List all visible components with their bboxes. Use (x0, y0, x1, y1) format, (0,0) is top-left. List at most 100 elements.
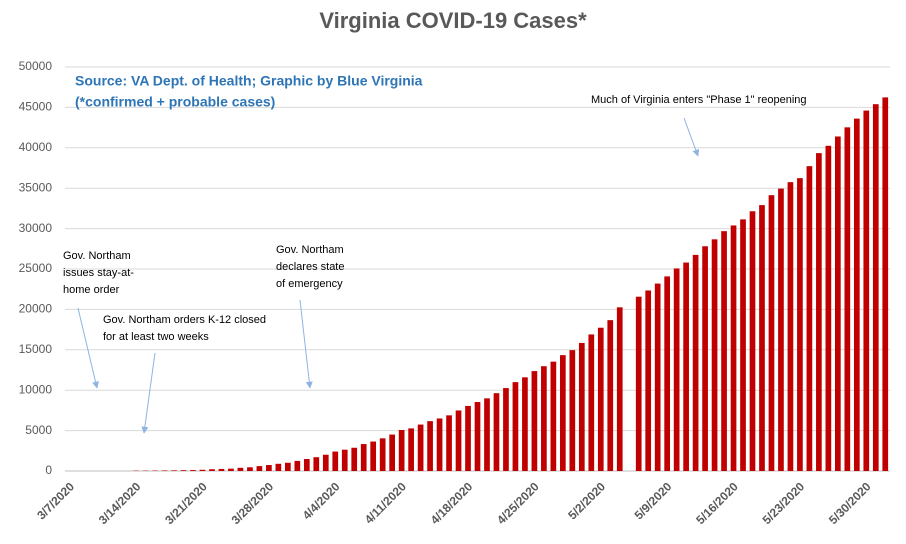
bar (275, 463, 282, 471)
bar (740, 219, 746, 471)
bar (721, 231, 727, 471)
annotation-arrow (299, 299, 313, 389)
bar (531, 371, 538, 471)
annotation: Gov. Northam (63, 250, 131, 262)
bar (569, 350, 576, 471)
bar (797, 178, 803, 471)
bar (436, 418, 443, 471)
bar (664, 276, 670, 471)
bar (484, 398, 490, 471)
bar (560, 355, 566, 471)
bar (768, 195, 775, 471)
bar (588, 334, 595, 471)
bar (199, 469, 206, 471)
bar (503, 388, 509, 471)
bar (578, 342, 585, 471)
bar (446, 415, 452, 471)
y-tick-label: 50000 (19, 59, 53, 73)
bar (180, 470, 187, 471)
bar (303, 459, 310, 471)
bar (294, 460, 301, 471)
bar (635, 296, 642, 471)
y-tick-label: 35000 (19, 180, 53, 194)
annotation-arrow (141, 352, 156, 434)
annotation: for at least two weeks (103, 331, 209, 343)
bar (512, 382, 519, 471)
bar (171, 470, 177, 471)
bar (816, 153, 822, 471)
bar (341, 449, 348, 471)
y-tick-label: 40000 (19, 140, 53, 154)
bar (247, 467, 253, 471)
x-tick-label: 4/25/2020 (494, 479, 542, 527)
x-tick-label: 5/2/2020 (565, 479, 608, 522)
source-note: (*confirmed + probable cases) (75, 94, 275, 110)
bar (616, 307, 623, 471)
y-tick-label: 45000 (19, 100, 53, 114)
x-tick-label: 3/28/2020 (229, 479, 277, 527)
bar (872, 104, 879, 472)
bar (218, 468, 225, 471)
bar (190, 470, 196, 471)
x-tick-label: 3/14/2020 (96, 479, 144, 527)
annotation: declares state (276, 261, 344, 273)
y-tick-label: 5000 (25, 423, 52, 437)
bar (730, 225, 737, 471)
bar (161, 470, 168, 471)
bar (465, 405, 471, 471)
bar (550, 361, 557, 471)
bar (607, 320, 614, 471)
bar (882, 97, 889, 471)
bar (844, 127, 851, 471)
bar (493, 393, 500, 471)
bar (835, 136, 841, 471)
bar (522, 377, 528, 471)
y-tick-label: 30000 (19, 221, 53, 235)
y-tick-label: 15000 (19, 342, 53, 356)
bar (379, 438, 386, 471)
bar (692, 254, 699, 471)
bar (654, 283, 661, 471)
bar (427, 421, 433, 471)
x-tick-label: 3/21/2020 (162, 479, 210, 527)
bar (787, 182, 794, 472)
bar (370, 441, 377, 471)
bar (266, 465, 272, 471)
bar (806, 166, 813, 471)
x-tick-label: 4/4/2020 (300, 479, 343, 522)
bar (398, 429, 405, 471)
y-tick-label: 0 (45, 463, 52, 477)
bar (597, 327, 604, 471)
bar (711, 239, 718, 471)
annotation: issues stay-at- (63, 267, 134, 279)
annotation: Gov. Northam orders K-12 closed (103, 314, 266, 326)
x-tick-label: 3/7/2020 (34, 479, 77, 522)
annotation: home order (63, 284, 120, 296)
bar (332, 451, 339, 471)
x-tick-label: 4/11/2020 (362, 479, 409, 526)
chart-title: Virginia COVID-19 Cases* (319, 8, 587, 33)
annotation-arrow (683, 117, 700, 157)
x-tick-label: 5/9/2020 (632, 479, 675, 522)
bar (228, 468, 234, 471)
annotation-arrow (77, 307, 99, 389)
bar (417, 424, 424, 471)
bar (749, 211, 756, 471)
bar (863, 110, 870, 471)
bar (759, 205, 765, 471)
bar (702, 246, 708, 471)
y-tick-label: 20000 (19, 302, 53, 316)
x-tick-label: 5/16/2020 (693, 479, 741, 527)
bar (474, 402, 481, 471)
bar (322, 454, 329, 471)
bar (256, 466, 263, 471)
source-note: Source: VA Dept. of Health; Graphic by B… (75, 73, 423, 89)
bar (778, 188, 784, 471)
x-tick-label: 5/30/2020 (826, 479, 874, 527)
x-tick-label: 5/23/2020 (760, 479, 808, 527)
bar (351, 447, 358, 471)
bar (209, 469, 215, 471)
annotation: Gov. Northam (276, 244, 344, 256)
bar (541, 366, 547, 471)
